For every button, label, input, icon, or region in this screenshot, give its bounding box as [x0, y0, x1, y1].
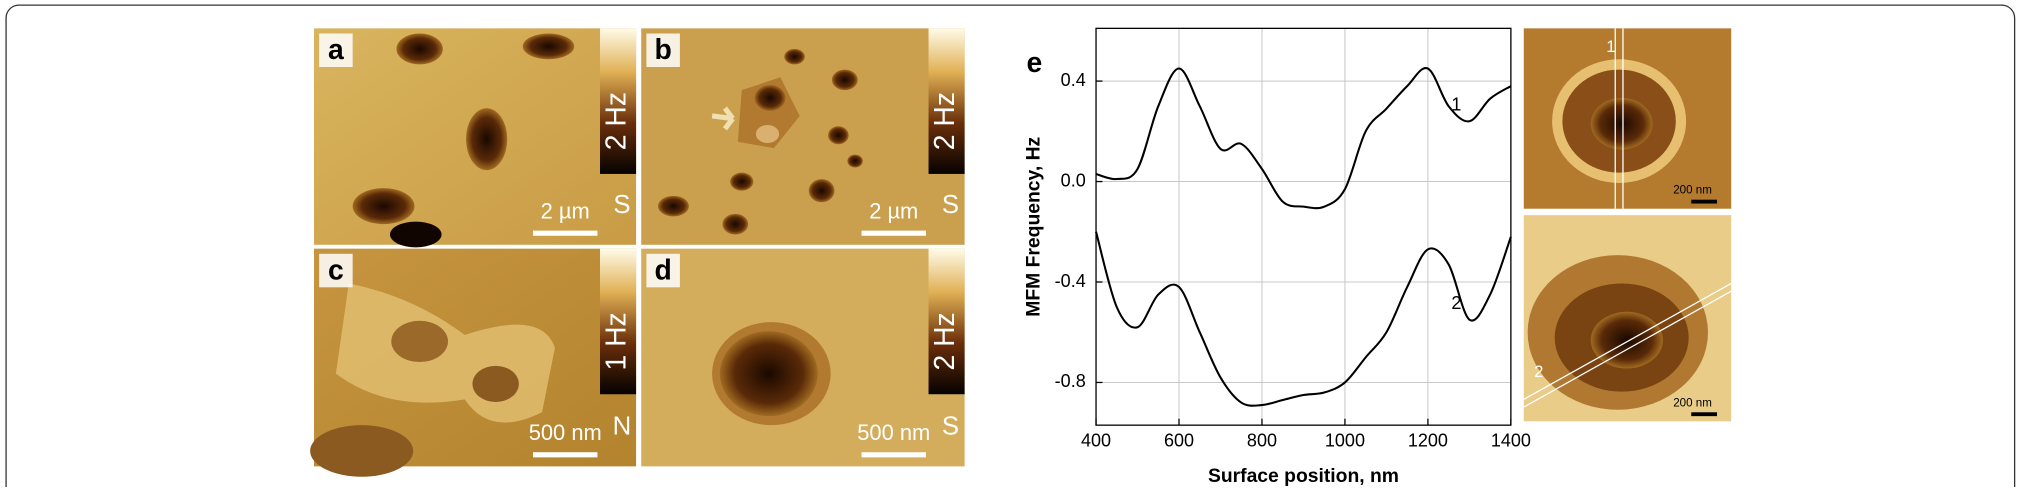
pole-label: N: [613, 413, 632, 441]
x-tick-label: 1400: [1491, 431, 1531, 451]
panel-label: b: [654, 34, 671, 66]
pole-label: S: [942, 413, 959, 441]
profile-line-label: 1: [1606, 37, 1615, 56]
pole-label: S: [942, 191, 959, 219]
mfm-images: [310, 28, 1732, 477]
scale-bar: [861, 452, 926, 458]
x-tick-label: 400: [1081, 431, 1111, 451]
panel-label: a: [328, 34, 344, 66]
colorbar: [928, 248, 965, 395]
x-tick-label: 600: [1164, 431, 1194, 451]
panel-label: c: [328, 254, 344, 286]
y-tick-label: -0.4: [1055, 271, 1086, 291]
scale-label: 2 µm: [541, 198, 590, 223]
scale-label: 500 nm: [529, 420, 602, 445]
panel-label-box: [646, 33, 680, 67]
line-series: [1095, 67, 1512, 210]
panel-label-box: [319, 253, 353, 288]
colorbar-label: 1 Hz: [601, 312, 633, 370]
x-axis-title: Surface position, nm: [1208, 466, 1399, 487]
panel-label-box: [646, 253, 680, 288]
series-label: 1: [1451, 95, 1461, 115]
scale-label: 200 nm: [1673, 397, 1712, 409]
scale-label: 500 nm: [857, 420, 930, 445]
profile-line-label: 2: [1534, 362, 1543, 381]
plot-frame: [1095, 27, 1512, 426]
x-tick-label: 800: [1247, 431, 1277, 451]
scale-bar: [861, 230, 926, 236]
panel-label: e: [1026, 47, 1042, 79]
y-tick-label: -0.8: [1055, 371, 1086, 391]
colorbar: [600, 248, 637, 395]
panel-label: d: [654, 254, 671, 286]
panel-label-box: [319, 33, 353, 67]
colorbar-label: 2 Hz: [601, 92, 633, 150]
line-series: [1095, 231, 1512, 407]
scale-label: 200 nm: [1673, 185, 1712, 197]
y-tick-label: 0.4: [1061, 70, 1086, 90]
scale-bar: [533, 452, 598, 458]
x-tick-label: 1000: [1325, 431, 1365, 451]
colorbar: [928, 28, 965, 174]
series-label: 2: [1451, 293, 1461, 313]
colorbar: [600, 28, 637, 174]
colorbar-label: 2 Hz: [929, 92, 961, 150]
x-tick-label: 1200: [1408, 431, 1448, 451]
colorbar-label: 2 Hz: [929, 312, 961, 370]
scale-label: 2 µm: [869, 198, 918, 223]
pole-label: S: [613, 191, 630, 219]
y-tick-label: 0.0: [1061, 170, 1086, 190]
scale-bar: [533, 230, 598, 236]
y-axis-title: MFM Frequency, Hz: [1023, 137, 1044, 317]
frame: [5, 4, 2016, 492]
